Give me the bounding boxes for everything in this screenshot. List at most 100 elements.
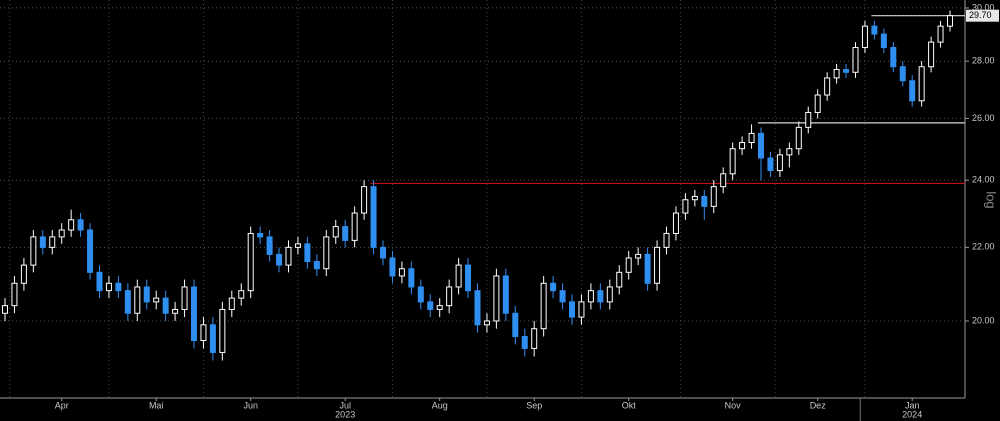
candle-body bbox=[701, 195, 708, 207]
candle-body bbox=[304, 243, 311, 263]
candle-body bbox=[380, 246, 386, 259]
candle-body bbox=[682, 199, 689, 214]
x-tick-label: Sep bbox=[526, 400, 542, 410]
candle-body bbox=[77, 219, 84, 231]
x-tick-label: Nov bbox=[725, 400, 742, 410]
x-tick-label: Aug bbox=[432, 400, 448, 410]
candle-body bbox=[861, 25, 868, 49]
candle-body bbox=[124, 290, 131, 314]
y-tick-label: 22.00 bbox=[972, 242, 995, 252]
candle-body bbox=[370, 186, 377, 248]
candle-body bbox=[691, 195, 698, 201]
x-tick-label: Mai bbox=[149, 400, 164, 410]
candle-body bbox=[587, 290, 594, 303]
candle-body bbox=[219, 308, 226, 353]
candle-body bbox=[465, 264, 472, 292]
candle-body bbox=[332, 226, 339, 238]
candle-body bbox=[172, 308, 179, 314]
candle-body bbox=[928, 41, 935, 68]
candle-body bbox=[351, 212, 358, 241]
year-label: 2024 bbox=[902, 409, 922, 419]
candle-body bbox=[257, 232, 264, 238]
candle-body bbox=[294, 243, 301, 248]
candle-body bbox=[493, 275, 500, 322]
candle-body bbox=[446, 286, 453, 307]
candle-body bbox=[635, 253, 642, 259]
last-price-label: 29.70 bbox=[969, 10, 992, 20]
candle-body bbox=[143, 286, 150, 303]
candle-body bbox=[663, 232, 670, 248]
candle-body bbox=[899, 66, 906, 82]
candle-body bbox=[11, 282, 18, 307]
candle-body bbox=[49, 236, 56, 248]
candle-body bbox=[436, 305, 443, 310]
candle-body bbox=[805, 111, 812, 128]
candle-body bbox=[512, 312, 519, 338]
x-tick-label: Apr bbox=[55, 400, 69, 410]
candle-body bbox=[947, 15, 953, 27]
candle-body bbox=[427, 301, 434, 310]
candle-body bbox=[918, 66, 925, 102]
x-tick-label: Jun bbox=[243, 400, 258, 410]
candle-body bbox=[323, 236, 330, 270]
candle-body bbox=[115, 282, 122, 292]
candle-body bbox=[200, 324, 207, 341]
candle-body bbox=[181, 286, 188, 310]
candle-body bbox=[39, 236, 46, 248]
candle-body bbox=[313, 261, 320, 270]
candle-body bbox=[30, 236, 37, 266]
candle-body bbox=[2, 305, 8, 314]
candle-body bbox=[795, 126, 802, 150]
x-tick-label: Okt bbox=[622, 400, 637, 410]
y-tick-label: 26.00 bbox=[972, 113, 995, 123]
candle-body bbox=[162, 297, 169, 314]
candle-body bbox=[739, 142, 746, 150]
year-label: 2023 bbox=[335, 409, 355, 419]
candle-body bbox=[68, 219, 75, 231]
candle-body bbox=[616, 271, 623, 288]
candle-body bbox=[540, 282, 547, 330]
candle-body bbox=[767, 157, 774, 172]
candle-body bbox=[776, 154, 783, 172]
candle-body bbox=[20, 264, 27, 284]
candle-body bbox=[398, 268, 405, 277]
candle-body bbox=[238, 290, 245, 299]
candle-body bbox=[247, 232, 254, 292]
candle-body bbox=[285, 246, 292, 266]
candle-body bbox=[786, 148, 793, 156]
candle-body bbox=[502, 275, 509, 314]
candle-body bbox=[521, 336, 528, 349]
candle-body bbox=[105, 282, 112, 292]
candle-body bbox=[228, 297, 235, 310]
candle-body bbox=[654, 246, 661, 284]
candle-body bbox=[843, 69, 850, 73]
y-tick-label: 24.00 bbox=[972, 175, 995, 185]
candle-body bbox=[483, 320, 490, 326]
candle-body bbox=[880, 33, 887, 49]
candle-body bbox=[597, 290, 604, 303]
candle-body bbox=[890, 47, 897, 68]
candle-body bbox=[578, 301, 585, 318]
y-tick-label: 20.00 bbox=[972, 315, 995, 325]
candle-body bbox=[909, 80, 916, 102]
candle-body bbox=[134, 286, 141, 314]
last-price-box bbox=[966, 9, 999, 22]
candle-body bbox=[389, 257, 396, 277]
candle-body bbox=[748, 132, 755, 144]
candle-body bbox=[672, 212, 679, 234]
x-tick-label: Dez bbox=[810, 400, 827, 410]
x-tick-label: Jan bbox=[905, 400, 920, 410]
candle-body bbox=[720, 173, 727, 188]
candle-body bbox=[824, 77, 831, 96]
candle-body bbox=[417, 286, 424, 303]
x-tick-label: Jul bbox=[339, 400, 351, 410]
candle-body bbox=[569, 301, 575, 318]
candle-body bbox=[871, 25, 878, 35]
candle-body bbox=[87, 229, 94, 273]
candle-body bbox=[937, 25, 944, 43]
candle-body bbox=[58, 229, 65, 238]
candle-body bbox=[625, 257, 632, 273]
candle-body bbox=[710, 186, 717, 207]
candle-body bbox=[814, 94, 821, 113]
